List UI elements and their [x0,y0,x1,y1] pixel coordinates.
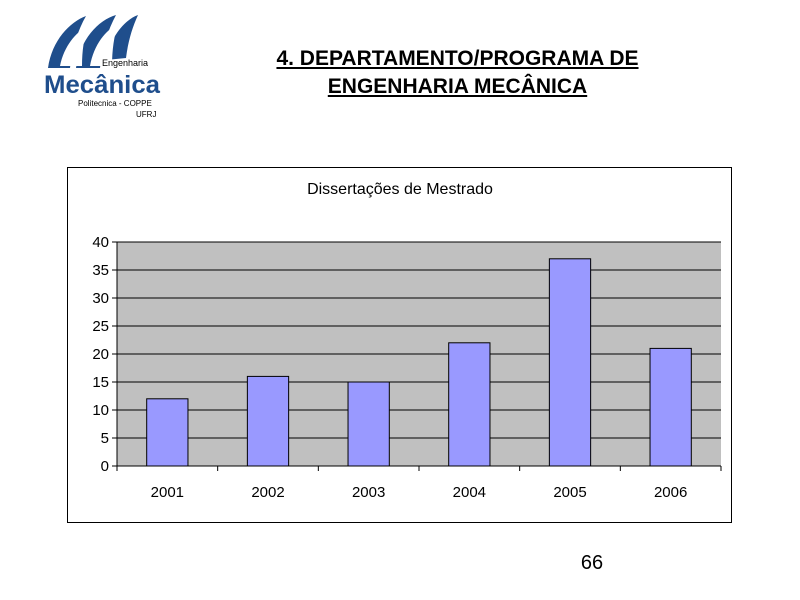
chart-frame: Dissertações de Mestrado 0 5 10 15 20 25 30 35 4… [67,167,732,523]
x-tick-label: 2003 [352,484,385,501]
x-tick-label: 2004 [453,484,486,501]
x-tick-label: 2002 [251,484,284,501]
y-tick-label: 30 [92,290,109,307]
logo-graphic: Engenharia Mecânica Politecnica - COPPE … [44,15,161,119]
bar-chart: Dissertações de Mestrado 0 5 10 15 20 25 30 35 4… [92,181,722,501]
bar-2006 [649,347,692,467]
bar-2003 [347,381,390,467]
y-tick-label: 40 [92,234,109,251]
x-tick-label: 2001 [151,484,184,501]
logo: Engenharia Mecânica Politecnica - COPPE … [38,10,168,120]
logo-top-text: Engenharia [102,58,148,68]
axis-labels: 0 5 10 15 20 25 30 35 40 2001 2002 2003 2004 2005 2006 [92,234,687,501]
y-tick-label: 25 [92,318,109,335]
axes [112,241,722,471]
bar-2005 [548,258,592,467]
page-number: 66 [580,552,604,574]
x-tick-label: 2006 [654,484,687,501]
slide-title-line-1: 4. DEPARTAMENTO/PROGRAMA DE [276,47,639,70]
y-tick-label: 5 [101,430,109,447]
slide-title: 4. DEPARTAMENTO/PROGRAMA DE ENGENHARIA M… [200,45,715,101]
y-tick-label: 10 [92,402,109,419]
y-tick-label: 20 [92,346,109,363]
y-tick-label: 0 [101,458,109,475]
x-tick-label: 2005 [553,484,586,501]
logo-main-text: Mecânica [44,71,161,99]
logo-sub-text: Politecnica - COPPE [78,99,152,108]
bars [146,258,692,467]
y-tick-label: 35 [92,262,109,279]
bar-2001 [146,398,189,467]
bar-2002 [246,375,290,467]
bar-2004 [448,342,491,467]
chart-title: Dissertações de Mestrado [307,181,493,198]
logo-sub-text-2: UFRJ [136,110,156,119]
y-tick-label: 15 [92,374,109,391]
slide-title-line-2: ENGENHARIA MECÂNICA [327,75,588,98]
